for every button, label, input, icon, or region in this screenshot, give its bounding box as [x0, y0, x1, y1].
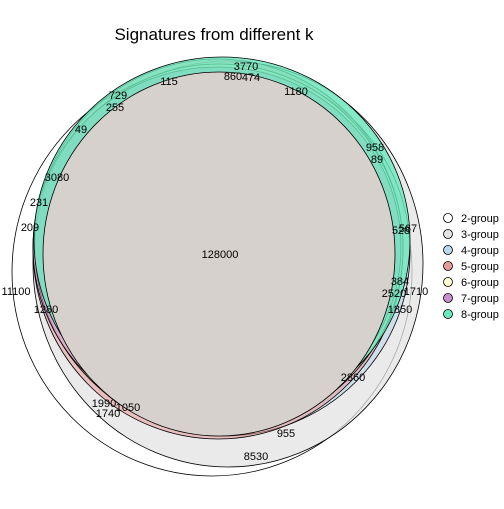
region-label: 1740: [96, 408, 120, 420]
region-label: 3080: [45, 172, 69, 184]
core-intersection-region: [42, 71, 396, 437]
region-label: 115: [160, 76, 178, 88]
region-label: 8530: [244, 451, 268, 463]
region-label: 1180: [284, 86, 308, 98]
region-label: 255: [106, 102, 124, 114]
region-label: 528: [392, 225, 410, 237]
region-label: 11100: [2, 286, 31, 298]
region-label: 1850: [388, 304, 412, 316]
legend-label-6-group: 6-group: [461, 277, 499, 289]
region-label: 49: [75, 124, 87, 136]
legend-swatch-3-group: [443, 229, 453, 239]
legend-label-5-group: 5-group: [461, 261, 499, 273]
legend-swatch-5-group: [443, 261, 453, 271]
region-label: 128000: [202, 249, 239, 261]
region-label: 955: [277, 428, 295, 440]
region-label: 231: [30, 197, 48, 209]
region-label: 729: [109, 90, 127, 102]
region-label: 1990: [92, 398, 116, 410]
legend-swatch-2-group: [443, 213, 453, 223]
region-label: 384: [391, 276, 409, 288]
legend-swatch-4-group: [443, 245, 453, 255]
region-label: 2520: [382, 288, 406, 300]
legend-swatch-7-group: [443, 293, 453, 303]
region-label: 860: [224, 71, 242, 83]
region-label: 1280: [34, 304, 58, 316]
legend-label-7-group: 7-group: [461, 293, 499, 305]
region-label: 474: [242, 72, 260, 84]
region-label: 567: [399, 223, 417, 235]
region-label: 2860: [341, 372, 365, 384]
legend-label-4-group: 4-group: [461, 245, 499, 257]
diagram-title: Signatures from different k: [114, 25, 314, 44]
region-label: 3770: [234, 61, 258, 73]
region-label: 1710: [404, 286, 428, 298]
region-label: 958: [366, 142, 384, 154]
legend-label-8-group: 8-group: [461, 309, 499, 321]
legend: 2-group 3-group 4-group 5-group 6-group …: [443, 213, 499, 321]
legend-swatch-8-group: [443, 309, 453, 319]
region-label: 1050: [116, 402, 140, 414]
legend-label-2-group: 2-group: [461, 213, 499, 225]
region-label: 89: [371, 154, 383, 166]
region-label: 209: [21, 222, 39, 234]
legend-label-3-group: 3-group: [461, 229, 499, 241]
legend-swatch-6-group: [443, 277, 453, 287]
